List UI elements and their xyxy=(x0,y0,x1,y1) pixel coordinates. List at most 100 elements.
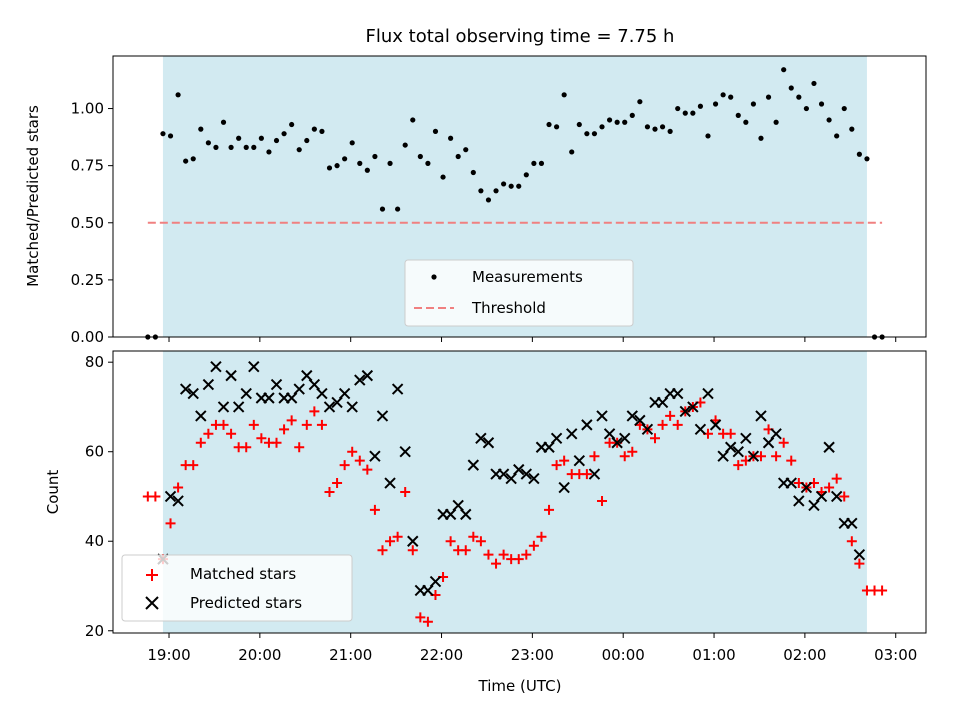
predicted-star-point xyxy=(376,410,389,422)
measurement-point xyxy=(304,137,310,144)
top-legend: Measurements Threshold xyxy=(404,259,634,327)
measurement-point xyxy=(856,151,862,157)
measurement-point xyxy=(849,126,855,132)
predicted-star-point xyxy=(588,468,601,480)
measurement-point xyxy=(236,135,242,141)
measurement-point xyxy=(682,110,688,116)
predicted-star-point xyxy=(164,490,177,503)
measurement-point xyxy=(553,124,560,130)
predicted-star-point xyxy=(195,410,207,422)
measurement-point xyxy=(183,158,189,164)
predicted-star-point xyxy=(217,401,230,413)
predicted-star-point xyxy=(202,378,215,391)
matched-star-point xyxy=(195,437,206,448)
bottom-y-tick-label: 80 xyxy=(85,353,104,371)
measurement-point xyxy=(538,160,545,166)
measurement-point xyxy=(569,149,575,155)
measurement-point xyxy=(796,94,802,100)
measurement-point xyxy=(697,103,704,109)
measurement-point xyxy=(410,117,416,123)
measurement-point xyxy=(448,135,454,141)
measurement-point xyxy=(531,160,537,166)
bottom-legend-box xyxy=(121,554,353,622)
predicted-star-point xyxy=(702,387,714,400)
top-legend-box xyxy=(404,259,634,327)
matched-star-point xyxy=(581,469,592,480)
measurement-point xyxy=(735,112,741,118)
matched-star-point xyxy=(839,491,850,502)
bottom-y-tick-label: 20 xyxy=(85,622,104,640)
matched-star-point xyxy=(301,419,312,430)
x-axis-label: Time (UTC) xyxy=(478,677,562,695)
measurement-point xyxy=(614,119,620,125)
predicted-star-point xyxy=(172,495,184,507)
measurement-point xyxy=(349,140,355,146)
predicted-star-point xyxy=(354,374,366,386)
measurement-point xyxy=(478,188,484,194)
measurement-point xyxy=(629,112,635,118)
measurement-point xyxy=(167,133,174,139)
measurement-point xyxy=(387,160,393,166)
matched-star-point xyxy=(286,415,297,426)
measurement-point xyxy=(220,119,227,125)
matched-star-point xyxy=(339,460,350,471)
top-y-tick-label: 0.25 xyxy=(71,271,104,289)
matched-star-point xyxy=(665,410,676,421)
measurement-point xyxy=(198,126,204,132)
measurement-point xyxy=(712,101,719,107)
legend-threshold-label: Threshold xyxy=(471,299,546,317)
measurement-point xyxy=(364,167,370,173)
bottom-x-tick-label: 02:00 xyxy=(783,646,826,664)
predicted-star-point xyxy=(679,405,691,418)
measurement-point xyxy=(606,117,613,123)
measurement-point xyxy=(342,156,348,162)
measurement-point xyxy=(251,144,257,150)
top-axes-frame xyxy=(112,55,927,338)
bottom-x-tick-label: 01:00 xyxy=(692,646,735,664)
measurement-point xyxy=(584,131,590,137)
bottom-y-tick-label: 40 xyxy=(85,532,104,550)
measurement-point xyxy=(675,105,681,112)
bottom-x-tick-label: 20:00 xyxy=(238,646,281,664)
measurement-point xyxy=(243,144,249,150)
measurement-point xyxy=(485,197,492,203)
matched-star-point xyxy=(316,419,327,430)
predicted-star-point xyxy=(823,441,835,453)
predicted-star-point xyxy=(232,401,245,413)
predicted-star-point xyxy=(566,428,578,440)
matched-star-point xyxy=(362,464,373,475)
measurement-point xyxy=(319,128,325,134)
legend-predicted-marker xyxy=(145,596,159,610)
predicted-star-point xyxy=(293,383,305,395)
measurement-point xyxy=(432,128,439,134)
measurement-point xyxy=(440,174,446,180)
predicted-star-point xyxy=(793,495,805,507)
matched-star-point xyxy=(551,460,562,471)
bottom-y-axis-label: Count xyxy=(44,470,62,515)
measurement-point xyxy=(379,206,386,212)
measurement-point xyxy=(417,153,423,160)
predicted-star-point xyxy=(316,387,328,400)
matched-star-point xyxy=(332,478,343,489)
measurement-point xyxy=(289,121,295,128)
measurement-point xyxy=(576,121,582,128)
matched-star-point xyxy=(468,531,479,542)
predicted-star-point xyxy=(263,392,275,404)
measurement-point xyxy=(652,126,658,132)
top-y-tick-label: 0.75 xyxy=(71,157,104,175)
matched-star-point xyxy=(407,545,418,556)
measurement-point xyxy=(546,121,552,128)
predicted-star-point xyxy=(672,387,684,400)
legend-matched-label: Matched stars xyxy=(190,565,296,583)
measurement-point xyxy=(516,183,522,189)
matched-star-point xyxy=(460,545,471,556)
bottom-panel: 20 40 60 80 19:00 20:00 21:00 22:00 23:00 00:00 01… xyxy=(85,350,927,664)
predicted-star-point xyxy=(815,490,828,503)
predicted-star-point xyxy=(323,401,336,413)
predicted-star-point xyxy=(800,481,813,494)
matched-star-point xyxy=(755,451,766,462)
matched-star-point xyxy=(786,455,797,466)
matched-star-point xyxy=(256,433,267,444)
measurement-point xyxy=(818,101,825,107)
measurement-point xyxy=(637,99,643,105)
